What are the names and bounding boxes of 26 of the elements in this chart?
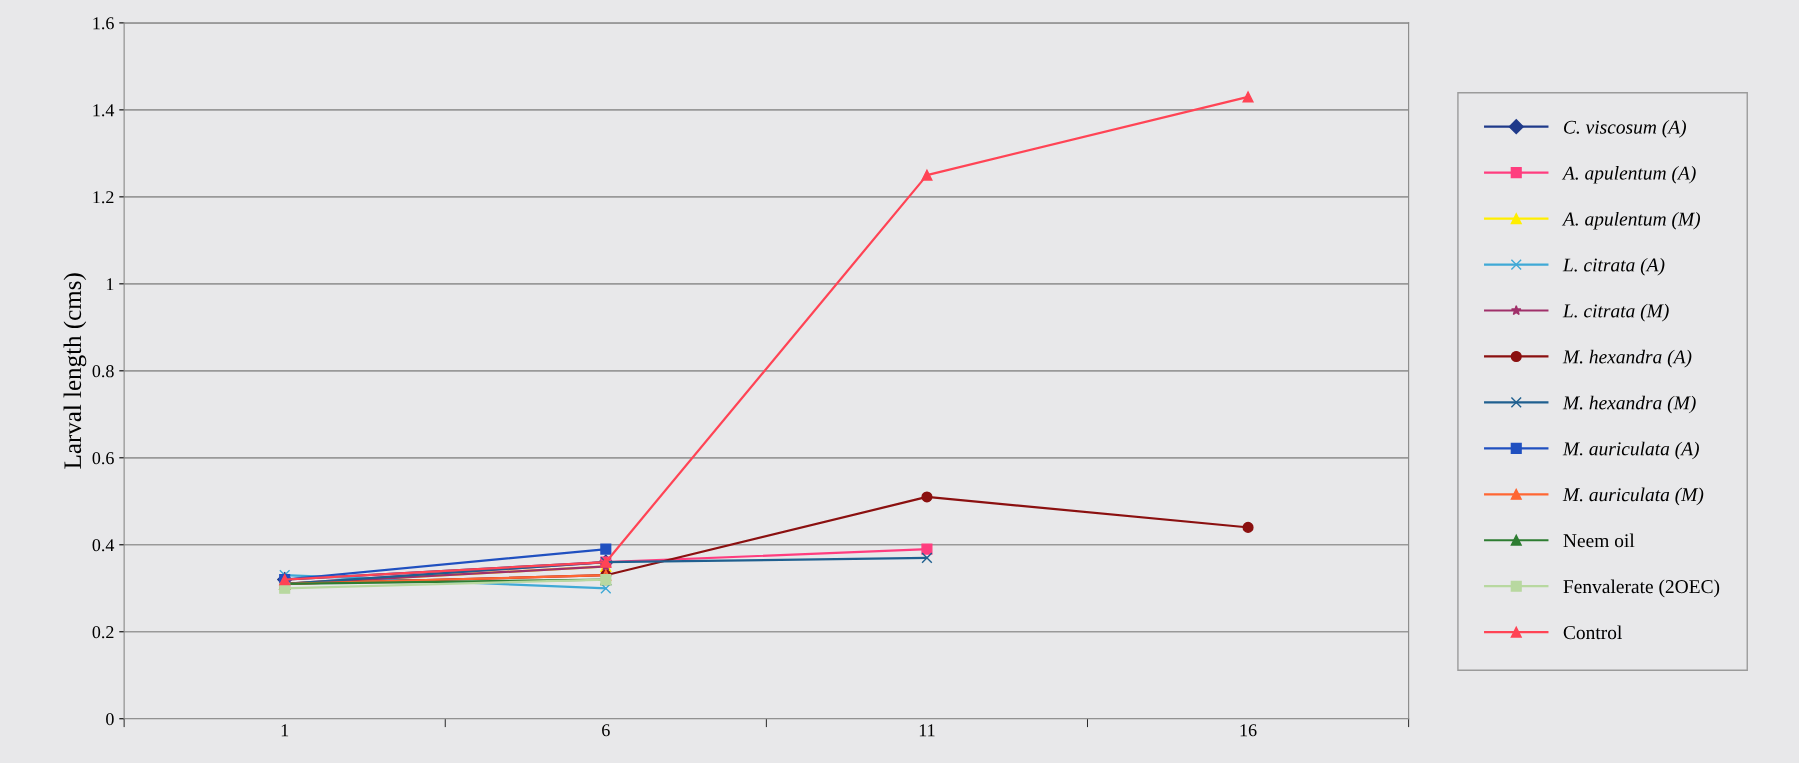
legend-label: L. citrata (M): [1562, 303, 1669, 322]
legend-label: C. viscosum (A): [1564, 120, 1686, 138]
x-tick-label: 1: [281, 724, 289, 737]
legend-label: M. hexandra (A): [1562, 349, 1692, 368]
x-tick-label: 6: [602, 724, 610, 737]
x-tick-label: 11: [919, 724, 935, 737]
y-tick-label: 1.6: [93, 17, 114, 30]
y-tick-label: 0: [106, 713, 114, 726]
legend-label: M. auriculata (A): [1562, 441, 1699, 460]
y-tick-label: 0.8: [92, 365, 114, 378]
legend-label: Neem oil: [1563, 533, 1635, 548]
legend-label: M. auriculata (M): [1562, 487, 1704, 506]
legend-label: Fenvalerate (2OEC): [1563, 579, 1720, 598]
y-tick-label: 1.4: [93, 104, 115, 117]
legend-label: A. apulentum (A): [1561, 165, 1696, 184]
y-tick-label: 0.4: [92, 539, 115, 552]
legend-label: L. citrata (A): [1562, 257, 1665, 276]
y-tick-label: 0.6: [92, 452, 114, 465]
legend-label: Control: [1563, 625, 1622, 640]
y-tick-label: 1.2: [93, 191, 114, 204]
y-tick-label: 0.2: [92, 626, 114, 639]
x-tick-label: 16: [1240, 724, 1257, 737]
y-axis-title: Larval length (cms): [63, 273, 87, 469]
legend-label: M. hexandra (M): [1562, 395, 1696, 414]
y-tick-label: 1: [106, 278, 114, 291]
legend-label: A. apulentum (M): [1561, 211, 1701, 230]
